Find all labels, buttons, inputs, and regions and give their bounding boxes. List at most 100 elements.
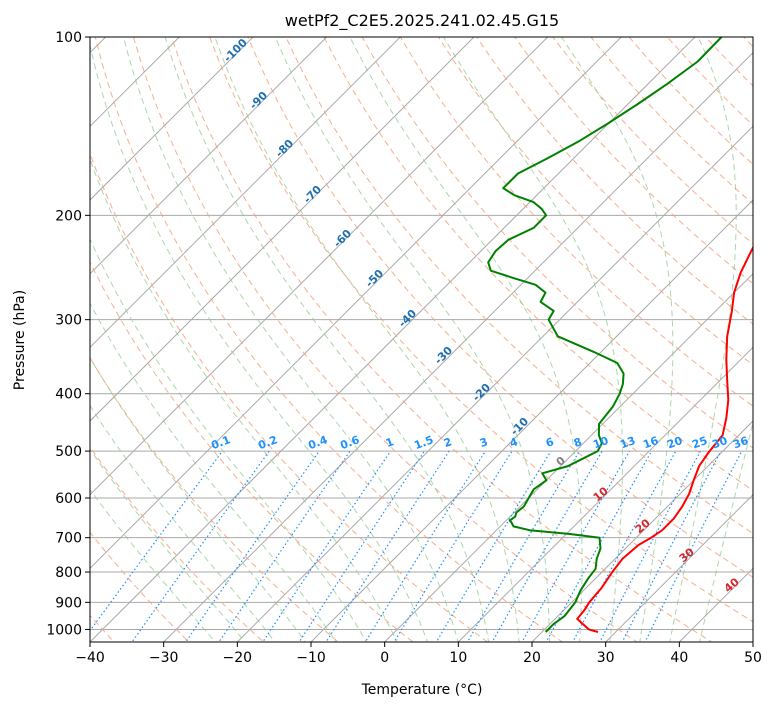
dry-adiabat xyxy=(132,37,638,642)
mixing-ratio-line xyxy=(572,450,677,642)
moist-adiabat xyxy=(123,37,459,642)
mixing-ratio-line xyxy=(435,450,552,642)
dry-adiabat xyxy=(90,356,339,642)
chart-title: wetPf2_C2E5.2025.241.02.45.G15 xyxy=(285,11,559,31)
plot-frame xyxy=(89,36,754,643)
y-axis-label: Pressure (hPa) xyxy=(12,290,28,390)
moist-adiabat xyxy=(561,37,674,642)
y-tick-label: 1000 xyxy=(46,622,82,638)
dry-adiabat xyxy=(323,37,753,491)
moist-adiabat xyxy=(669,37,737,642)
mixing-ratio-label: 1.5 xyxy=(412,433,435,452)
dry-adiabat xyxy=(476,37,753,325)
moist-adiabat xyxy=(90,488,216,642)
dry-adiabat xyxy=(90,260,414,642)
mixing-ratio-label: 13 xyxy=(618,434,637,451)
mixing-ratio-label: 20 xyxy=(665,434,684,452)
y-tick-label: 700 xyxy=(55,531,82,547)
mixing-ratio-label: 10 xyxy=(591,434,610,452)
mixing-ratio-label: 30 xyxy=(710,434,729,452)
x-tick-label: −40 xyxy=(75,650,105,666)
y-tick-label: 300 xyxy=(55,313,82,329)
temperature-profile xyxy=(576,245,753,633)
x-tick-label: 30 xyxy=(597,650,615,666)
moist-adiabat xyxy=(90,157,398,642)
mixing-ratio-label: 6 xyxy=(544,435,556,450)
dry-adiabat xyxy=(170,37,713,642)
y-tick-label: 400 xyxy=(55,387,82,403)
dry-adiabat-label: -80 xyxy=(273,137,296,160)
dry-adiabat-label: -70 xyxy=(301,183,324,206)
moist-adiabat xyxy=(90,302,337,642)
dry-adiabat xyxy=(514,37,753,285)
mixing-ratio-label: 3 xyxy=(478,435,490,450)
isotherm-line xyxy=(90,37,623,570)
dry-adiabat xyxy=(209,37,753,623)
moist-adiabat xyxy=(274,37,550,642)
dewpoint-profile xyxy=(487,37,723,633)
mixing-ratio-line xyxy=(491,450,603,642)
dry-adiabat xyxy=(742,37,753,48)
x-axis-label: Temperature (°C) xyxy=(361,682,483,698)
moist-adiabat xyxy=(699,421,753,642)
y-axis: 1000 900 800 700 600 500 400 300 200 100 xyxy=(46,30,90,638)
moist-adiabat xyxy=(214,37,520,642)
mixing-ratio-line xyxy=(298,450,425,642)
mixing-ratio-line xyxy=(262,450,392,642)
mixing-ratio-line xyxy=(621,450,722,642)
isotherm-line xyxy=(162,51,753,642)
moist-adiabat xyxy=(164,37,490,642)
dry-adiabat xyxy=(90,446,265,642)
y-tick-label: 100 xyxy=(55,30,82,46)
x-axis: −40 −30 −20 −10 0 10 20 30 40 50 xyxy=(75,642,762,666)
y-tick-label: 600 xyxy=(55,491,82,507)
moist-adiabat-label: 40 xyxy=(722,575,742,595)
dry-adiabat-label: -100 xyxy=(221,36,250,65)
isotherm-line xyxy=(752,641,753,642)
dry-adiabat xyxy=(285,37,753,535)
dry-adiabat xyxy=(437,37,753,366)
mixing-ratio-line xyxy=(393,450,513,642)
mixing-ratio-line xyxy=(131,450,270,642)
mixing-ratio-label: 36 xyxy=(731,434,750,452)
isotherm-line xyxy=(236,125,753,642)
isotherm-line xyxy=(90,37,181,128)
dry-adiabat-label: -10 xyxy=(508,415,531,438)
mixing-ratio-line xyxy=(325,450,450,642)
mixing-ratio-label: 4 xyxy=(508,435,520,450)
dry-adiabat-label: -50 xyxy=(363,267,386,290)
y-tick-label: 500 xyxy=(55,444,82,460)
mixing-ratio-label: 16 xyxy=(641,434,660,452)
moist-adiabat-label: 30 xyxy=(677,545,697,565)
isotherm-line xyxy=(0,10,59,654)
mixing-ratio-line xyxy=(466,450,580,642)
mixing-ratio-line xyxy=(364,450,486,642)
reference-labels: -100 -90 -80-70 -60 -50 -40 -30 -20 -10 0.1 0.2 0.4… xyxy=(209,36,750,595)
isotherm-line xyxy=(90,37,328,275)
isotherm-line xyxy=(90,37,402,349)
mixing-ratio-label: 0.2 xyxy=(256,433,279,452)
isotherm-line xyxy=(457,346,753,642)
plot-area: -100 -90 -80-70 -60 -50 -40 -30 -20 -10 0.1 0.2 0.4… xyxy=(0,10,753,654)
moist-adiabat xyxy=(90,404,276,642)
x-tick-label: 10 xyxy=(449,650,467,666)
mixing-ratio-label: 8 xyxy=(572,435,584,450)
dry-adiabat xyxy=(361,37,753,449)
dry-adiabat-label: -90 xyxy=(247,89,270,112)
mixing-ratio-line xyxy=(545,450,653,642)
mixing-ratio-label: 2 xyxy=(442,435,454,450)
x-tick-label: −30 xyxy=(149,650,179,666)
isotherm-line xyxy=(604,493,753,642)
mixing-ratio-line xyxy=(90,450,223,632)
dry-adiabat xyxy=(90,531,190,642)
moist-adiabat-label: 10 xyxy=(591,484,611,504)
x-tick-label: 50 xyxy=(744,650,762,666)
dry-adiabat-label: -60 xyxy=(331,227,354,250)
moist-adiabat xyxy=(90,356,307,642)
y-tick-label: 200 xyxy=(55,208,82,224)
mixing-ratio-label: 0.4 xyxy=(306,433,329,452)
x-tick-label: 0 xyxy=(380,650,389,666)
y-tick-label: 900 xyxy=(55,595,82,611)
isotherm-line xyxy=(90,37,475,422)
